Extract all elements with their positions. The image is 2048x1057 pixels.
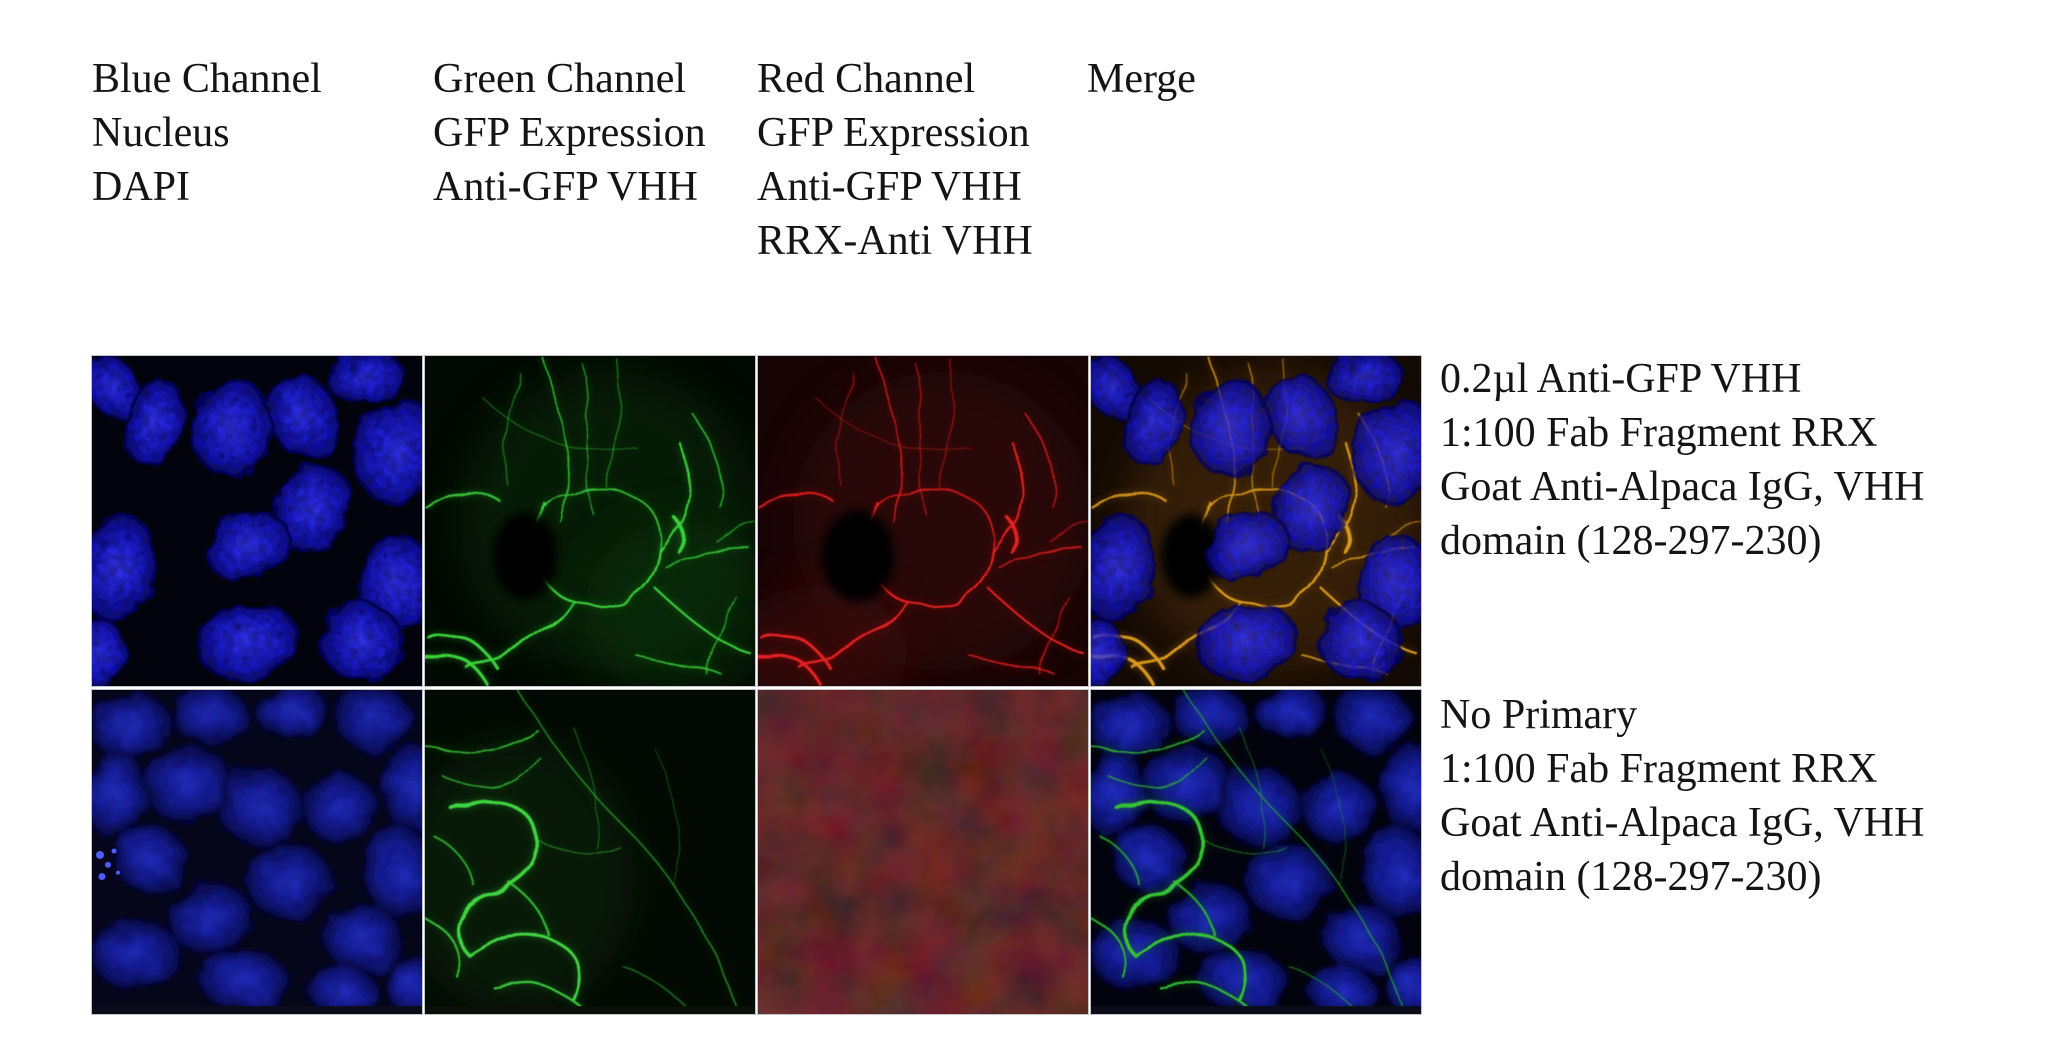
caption-line: Goat Anti-Alpaca IgG, VHH bbox=[1440, 464, 1925, 510]
panel-row2-merge bbox=[1090, 689, 1422, 1015]
panel-row2-blue-channel bbox=[91, 689, 423, 1015]
image-row-1 bbox=[91, 355, 1422, 687]
panel-row1-green-channel bbox=[424, 355, 756, 687]
caption-line: 0.2µl Anti-GFP VHH bbox=[1440, 356, 1802, 402]
image-grid bbox=[91, 355, 1422, 1015]
panel-row1-blue-channel bbox=[91, 355, 423, 687]
caption-line: 1:100 Fab Fragment RRX bbox=[1440, 410, 1878, 456]
caption-line: domain (128-297-230) bbox=[1440, 518, 1822, 564]
header-line: Anti-GFP VHH bbox=[433, 164, 698, 210]
header-line: Nucleus bbox=[92, 110, 230, 156]
column-header-blue-channel: Blue Channel Nucleus DAPI bbox=[92, 52, 322, 214]
panel-row2-green-channel bbox=[424, 689, 756, 1015]
header-line: Red Channel bbox=[757, 56, 976, 102]
header-line: Blue Channel bbox=[92, 56, 322, 102]
image-row-2 bbox=[91, 689, 1422, 1015]
header-line: DAPI bbox=[92, 164, 191, 210]
header-line: Green Channel bbox=[433, 56, 687, 102]
column-header-green-channel: Green Channel GFP Expression Anti-GFP VH… bbox=[433, 52, 706, 214]
panel-row2-red-channel bbox=[757, 689, 1089, 1015]
header-line: Anti-GFP VHH bbox=[757, 164, 1022, 210]
header-line: GFP Expression bbox=[757, 110, 1030, 156]
panel-row1-red-channel bbox=[757, 355, 1089, 687]
panel-row1-merge bbox=[1090, 355, 1422, 687]
column-header-red-channel: Red Channel GFP Expression Anti-GFP VHH … bbox=[757, 52, 1033, 268]
caption-line: domain (128-297-230) bbox=[1440, 854, 1822, 900]
caption-row-1: 0.2µl Anti-GFP VHH 1:100 Fab Fragment RR… bbox=[1440, 352, 1924, 568]
caption-line: Goat Anti-Alpaca IgG, VHH bbox=[1440, 800, 1925, 846]
caption-line: 1:100 Fab Fragment RRX bbox=[1440, 746, 1878, 792]
header-line: Merge bbox=[1087, 56, 1196, 102]
caption-line: No Primary bbox=[1440, 692, 1638, 738]
column-header-merge: Merge bbox=[1087, 52, 1196, 106]
header-line: RRX-Anti VHH bbox=[757, 218, 1033, 264]
caption-row-2: No Primary 1:100 Fab Fragment RRX Goat A… bbox=[1440, 688, 1924, 904]
header-line: GFP Expression bbox=[433, 110, 706, 156]
